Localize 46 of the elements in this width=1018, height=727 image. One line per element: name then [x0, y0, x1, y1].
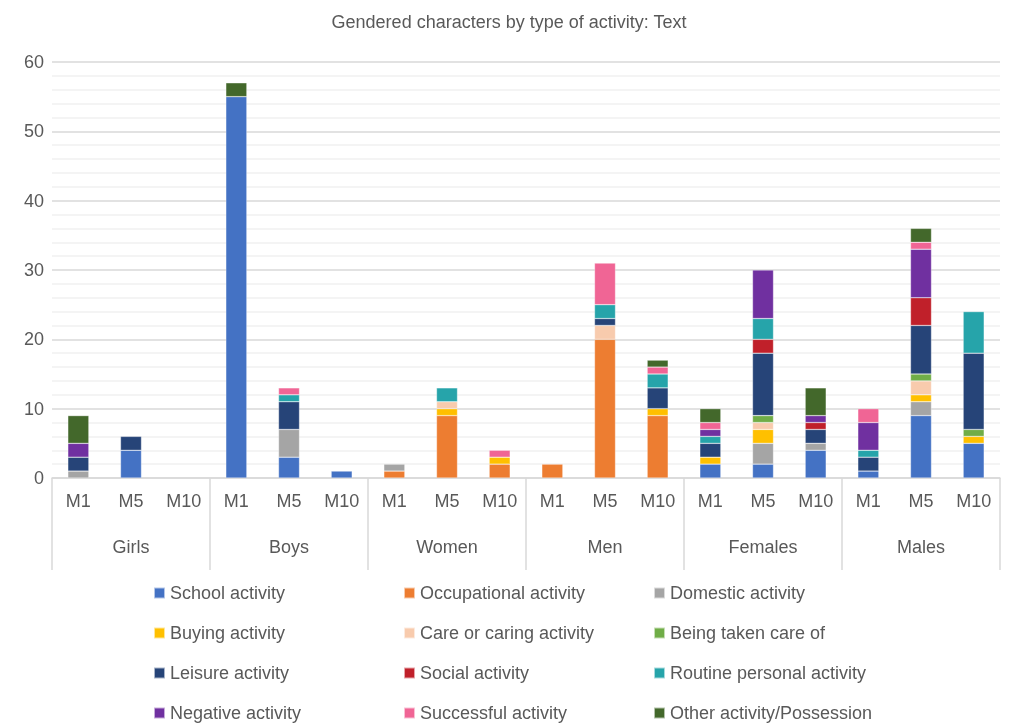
y-tick-label: 60: [23, 52, 44, 72]
x-tick-label: M1: [65, 491, 91, 511]
legend-label: Routine personal activity: [670, 663, 867, 683]
x-tick-label: M10: [640, 491, 676, 511]
y-tick-label: 20: [23, 329, 44, 350]
legend-label: Negative activity: [170, 703, 302, 723]
x-tick-label: M5: [750, 491, 776, 511]
x-tick-label: M5: [908, 491, 934, 511]
y-tick-label: 10: [23, 398, 44, 419]
x-tick-label: M1: [539, 491, 565, 511]
chart-title: Gendered characters by type of activity: Text: [331, 12, 687, 32]
legend-label: School activity: [170, 583, 286, 603]
legend-label: Successful activity: [420, 703, 568, 723]
x-tick-label: M10: [324, 491, 360, 511]
text: Boys: [268, 537, 310, 557]
x-tick-label: M10: [166, 491, 202, 511]
y-tick-label: 30: [23, 260, 44, 280]
legend-label: Occupational activity: [420, 583, 586, 603]
x-tick-label: M1: [381, 491, 407, 511]
x-tick-label: M5: [592, 491, 618, 511]
legend-label: Buying activity: [170, 623, 286, 643]
y-tick-label: 50: [23, 121, 44, 142]
x-tick-label: M1: [855, 491, 881, 511]
text: Men: [587, 537, 623, 557]
text: Females: [728, 537, 798, 557]
x-tick-label: M5: [276, 491, 302, 511]
legend-label: Care or caring activity: [420, 623, 595, 643]
x-tick-label: M10: [956, 491, 992, 511]
x-tick-label: M10: [798, 491, 834, 511]
text: Males: [896, 537, 946, 557]
bar: [331, 471, 353, 478]
legend-label: Leisure activity: [170, 663, 290, 683]
text: Girls: [112, 537, 150, 557]
x-tick-label: M1: [223, 491, 249, 511]
text: Women: [416, 537, 478, 557]
x-tick-label: M5: [118, 491, 144, 511]
y-tick-label: 0: [33, 468, 44, 488]
legend-label: Social activity: [420, 663, 530, 683]
legend-label: Other activity/Possession: [670, 703, 873, 723]
y-tick-label: 40: [23, 190, 44, 211]
x-tick-label: M5: [434, 491, 460, 511]
x-tick-label: M1: [697, 491, 723, 511]
legend-label: Being taken care of: [670, 623, 827, 643]
legend-label: Domestic activity: [670, 583, 806, 603]
bar: [541, 464, 563, 478]
x-tick-label: M10: [482, 491, 518, 511]
